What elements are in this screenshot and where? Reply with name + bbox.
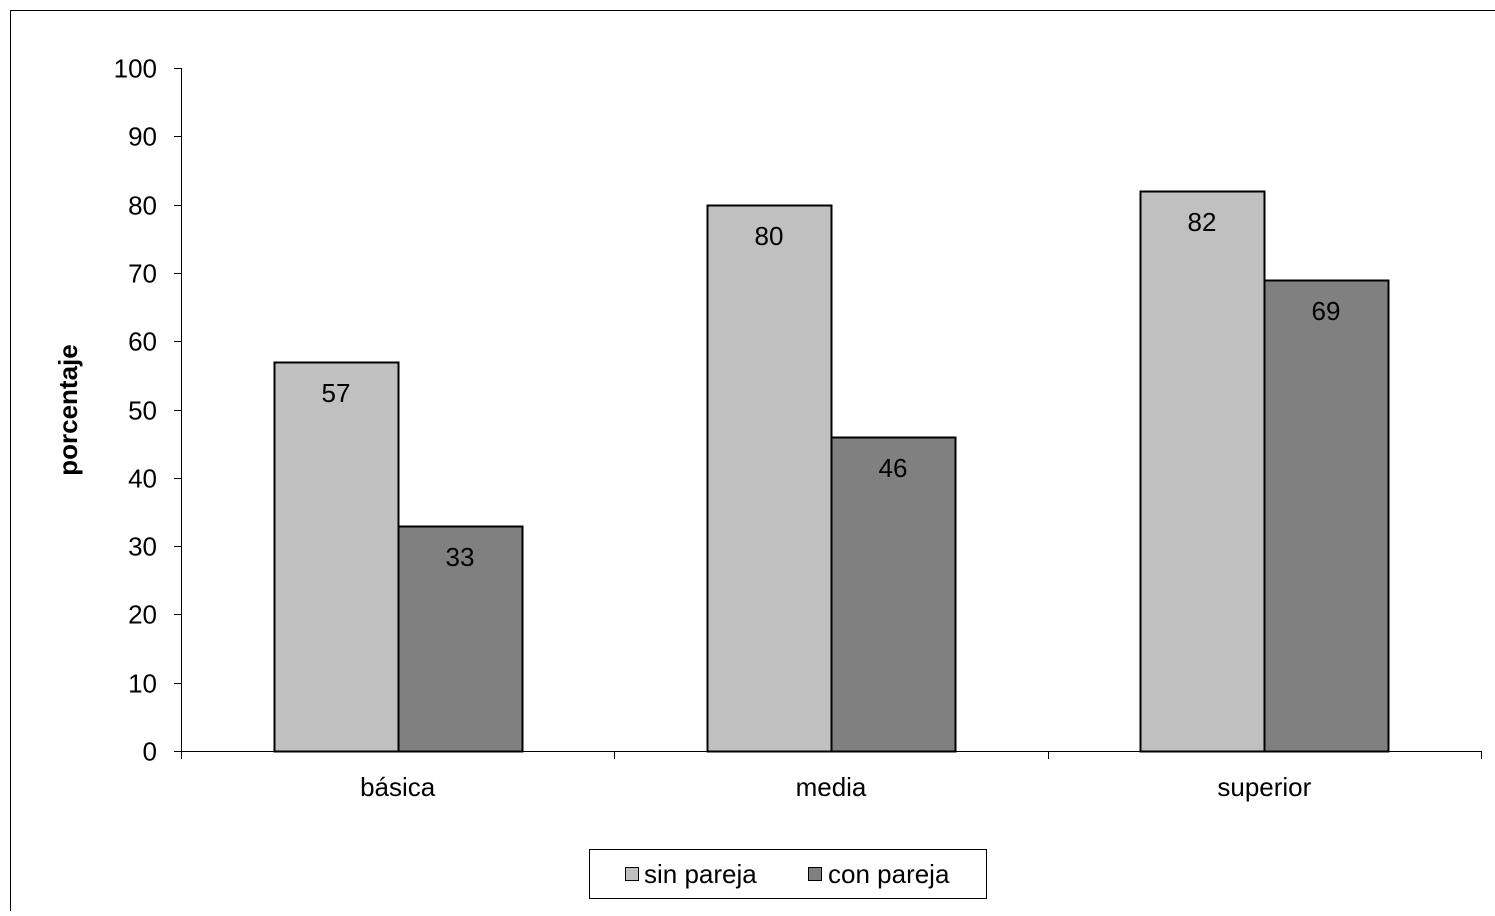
- y-tick-label: 50: [128, 396, 157, 426]
- legend-swatch: [809, 868, 822, 881]
- bar-con-pareja-superior: [1265, 281, 1389, 752]
- x-tick-label: media: [796, 772, 867, 802]
- data-label: 69: [1312, 296, 1341, 326]
- bar-sin-pareja-superior: [1141, 192, 1265, 752]
- y-tick-label: 10: [128, 669, 157, 699]
- y-tick-label: 90: [128, 122, 157, 152]
- y-tick-label: 20: [128, 600, 157, 630]
- data-label: 82: [1188, 207, 1217, 237]
- y-tick-label: 0: [143, 737, 157, 767]
- data-label: 57: [322, 378, 351, 408]
- bar-con-pareja-media: [832, 438, 956, 752]
- y-tick-label: 40: [128, 464, 157, 494]
- legend-swatch: [626, 868, 639, 881]
- y-tick-label: 30: [128, 532, 157, 562]
- y-tick-label: 80: [128, 191, 157, 221]
- data-label: 33: [446, 542, 475, 572]
- legend-label: con pareja: [828, 859, 950, 889]
- x-tick-label: superior: [1217, 772, 1311, 802]
- y-tick-label: 70: [128, 259, 157, 289]
- data-label: 80: [755, 221, 784, 251]
- bar-sin-pareja-básica: [275, 363, 399, 752]
- bar-sin-pareja-media: [708, 206, 832, 752]
- data-label: 46: [879, 453, 908, 483]
- x-tick-label: básica: [360, 772, 436, 802]
- y-tick-label: 100: [114, 54, 157, 84]
- legend: sin pareja con pareja: [590, 850, 987, 899]
- legend-label: sin pareja: [644, 859, 757, 889]
- y-axis-title: porcentaje: [53, 344, 83, 476]
- y-tick-label: 60: [128, 327, 157, 357]
